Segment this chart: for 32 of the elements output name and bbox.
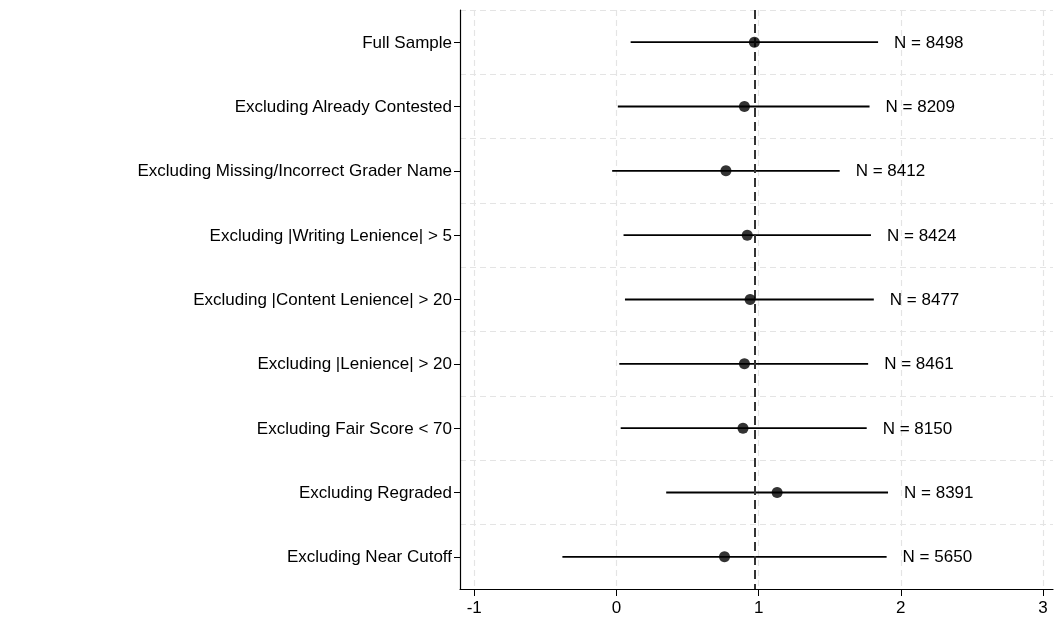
annotation: N = 8150: [882, 418, 953, 438]
x-tick-label: 3: [1038, 598, 1048, 617]
annotation: N = 8498: [894, 32, 964, 52]
point: [720, 165, 732, 177]
y-tick-label: Excluding Already Contested: [234, 97, 452, 116]
annotation: N = 8412: [855, 161, 926, 181]
annotation: N = 8461: [884, 354, 954, 374]
x-tick-label: 2: [896, 598, 906, 617]
annotation: N = 8477: [889, 290, 960, 309]
point: [719, 551, 730, 563]
y-tick-label: Excluding Missing/Incorrect Grader Name: [137, 161, 452, 181]
point: [738, 101, 750, 112]
y-tick-label: Excluding |Lenience| > 20: [257, 354, 452, 374]
annotation: N = 8424: [886, 225, 957, 245]
annotation: N = 8391: [904, 483, 974, 502]
y-tick-label: Excluding |Writing Lenience| > 5: [209, 225, 452, 245]
point: [744, 294, 756, 305]
point: [737, 422, 749, 434]
point: [738, 358, 750, 370]
x-tick-label: 1: [753, 598, 764, 617]
x-tick-label: 0: [611, 598, 622, 617]
y-tick-label: Excluding Near Cutoff: [286, 547, 453, 567]
y-tick-label: Full Sample: [362, 32, 452, 52]
point: [771, 487, 783, 498]
point: [748, 36, 760, 48]
annotation: N = 5650: [902, 547, 973, 567]
y-tick-label: Excluding Regraded: [298, 483, 452, 502]
y-tick-label: Excluding Fair Score < 70: [256, 418, 452, 438]
y-tick-label: Excluding |Content Lenience| > 20: [193, 290, 452, 309]
point: [741, 229, 753, 241]
x-tick-label: -1: [466, 598, 482, 617]
annotation: N = 8209: [885, 97, 956, 116]
